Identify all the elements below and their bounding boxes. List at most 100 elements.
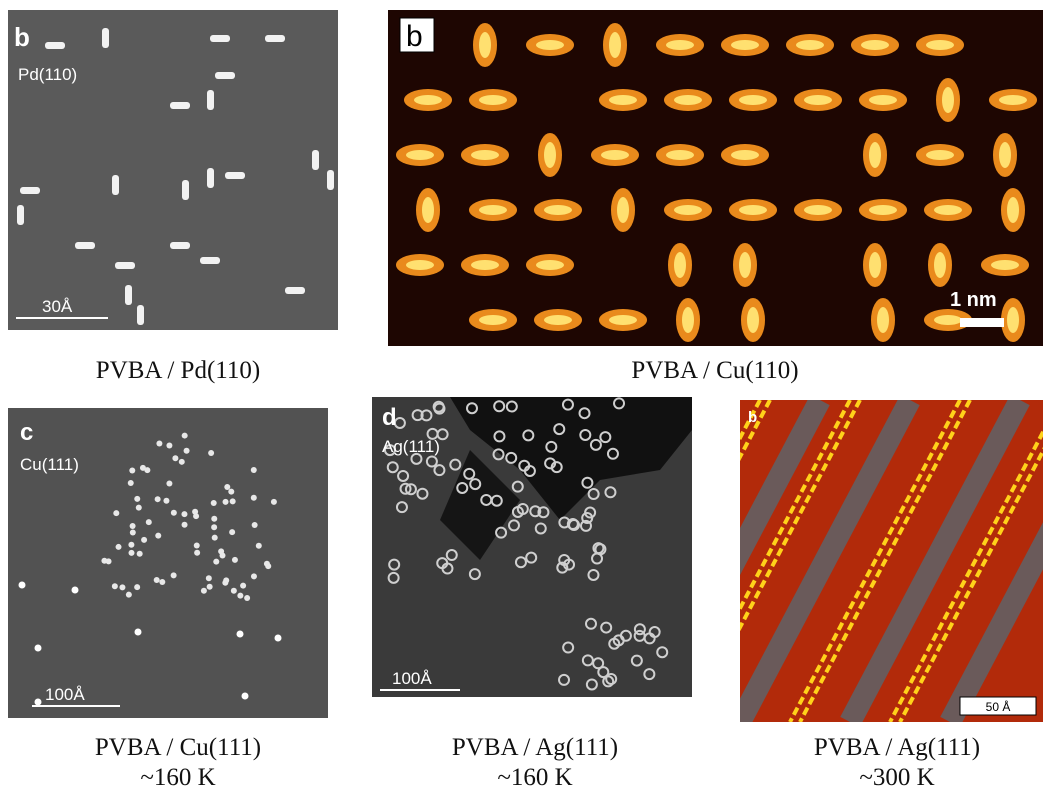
caption: ~160 K [497,764,572,791]
substrate-label: Ag(111) [382,437,440,456]
molecule-core [609,95,637,105]
molecule [130,529,136,535]
molecule-core [731,40,759,50]
caption: PVBA / Cu(110) [631,357,798,384]
molecule-core [682,307,694,333]
molecule-core [999,95,1027,105]
molecule [194,542,200,548]
molecule [119,584,125,590]
molecule [256,543,262,549]
molecule [207,168,214,188]
molecule [215,72,235,79]
image-background [8,10,338,330]
molecule [194,550,200,556]
molecule [251,573,257,579]
scale-label: 100Å [45,685,85,704]
molecule [146,519,152,525]
molecule [207,584,213,590]
adatom [275,635,282,642]
molecule-core [1007,307,1019,333]
molecule-core [544,142,556,168]
panel-label: b [406,20,423,53]
caption: ~160 K [140,764,215,791]
stm-image: b Pd(110) 30Å [8,10,338,330]
adatom [135,629,142,636]
molecule [230,498,236,504]
molecule-core [942,87,954,113]
molecule-core [674,205,702,215]
molecule-core [934,205,962,215]
molecule [125,285,132,305]
molecule [251,495,257,501]
molecule [128,480,134,486]
molecule-core [666,40,694,50]
molecule-core [869,142,881,168]
adatom [19,582,26,589]
molecule [134,496,140,502]
molecule [134,584,140,590]
molecule-core [479,205,507,215]
molecule [220,552,226,558]
molecule [244,595,250,601]
molecule-core [999,142,1011,168]
scale-label: 30Å [42,297,73,316]
molecule-core [934,252,946,278]
molecule [232,557,238,563]
molecule [136,505,142,511]
molecule [130,523,136,529]
molecule [211,500,217,506]
molecule-core [406,260,434,270]
molecule-core [731,150,759,160]
molecule [211,516,217,522]
molecule [207,90,214,110]
molecule-core [544,315,572,325]
molecule [106,558,112,564]
substrate-label: Pd(110) [18,65,77,84]
molecule [225,172,245,179]
molecule-core [739,95,767,105]
molecule [112,175,119,195]
molecule [285,287,305,294]
molecule-core [536,260,564,270]
molecule-core [796,40,824,50]
caption: PVBA / Ag(111) [452,734,618,761]
molecule-core [479,32,491,58]
molecule [166,480,172,486]
molecule [102,28,109,48]
molecule [154,577,160,583]
molecule [116,544,122,550]
molecule [252,522,258,528]
panel-label: b [748,409,757,426]
panel-label: b [14,22,30,52]
molecule-core [666,150,694,160]
panel-label: d [382,404,397,431]
molecule [264,561,270,567]
molecule [20,187,40,194]
molecule [172,455,178,461]
molecule [171,572,177,578]
molecule [212,535,218,541]
molecule-core [674,252,686,278]
molecule-core [869,252,881,278]
molecule [237,593,243,599]
molecule-core [609,32,621,58]
molecule-core [422,197,434,223]
molecule [231,588,237,594]
stm-image: dAg(111)100Å [372,397,692,697]
molecule [201,588,207,594]
molecule [170,242,190,249]
figure: b Pd(110) 30Å b 1 nm cCu(111)100Å d Ag(111… [0,0,1053,792]
molecule [210,35,230,42]
stm-image: cCu(111)100Å [8,408,328,718]
molecule-core [414,95,442,105]
molecule [182,522,188,528]
molecule [159,579,165,585]
molecule-core [804,205,832,215]
molecule [223,499,229,505]
molecule [312,150,319,170]
scale-label: 1 nm [950,289,997,311]
molecule-core [674,95,702,105]
molecule [155,496,161,502]
molecule-core [471,150,499,160]
molecule [240,583,246,589]
